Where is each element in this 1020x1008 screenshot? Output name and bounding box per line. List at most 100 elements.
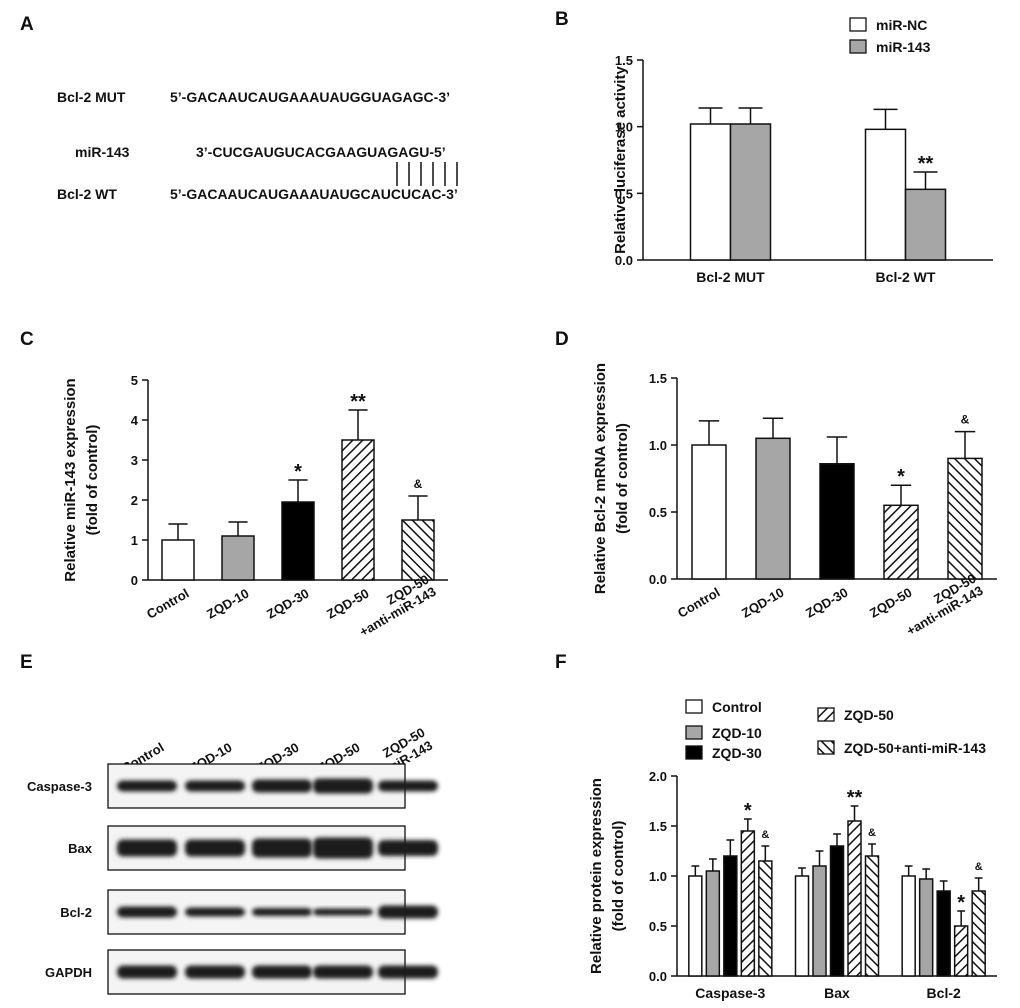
- error-bar: [288, 479, 308, 502]
- y-tick-label: 0.5: [649, 919, 667, 934]
- bar: [901, 875, 916, 977]
- significance-mark: *: [294, 461, 302, 483]
- error-bar: [168, 523, 188, 540]
- y-tick-label: 1.0: [649, 438, 667, 453]
- error-bar: [761, 845, 770, 861]
- bar: [755, 437, 791, 580]
- error-bar: [826, 436, 848, 464]
- significance-mark: &: [868, 827, 876, 839]
- sequence: 5’-GACAAUCAUGAAAUAUGCAUCUCAC-3’: [170, 186, 458, 202]
- legend-swatch: [685, 699, 703, 714]
- y-tick-label: 0.0: [615, 253, 633, 268]
- y-axis-label: Relative luciferase activity: [612, 66, 629, 254]
- blot-band: [378, 965, 438, 979]
- blot-band: [185, 907, 245, 917]
- protein-label: Caspase-3: [27, 779, 92, 794]
- x-tick-label: ZQD-10: [204, 586, 252, 622]
- error-bar: [408, 495, 428, 520]
- panel-label: E: [20, 652, 33, 673]
- panel-label: C: [20, 329, 34, 350]
- bar: [794, 875, 810, 977]
- bar: [812, 865, 827, 977]
- x-tick-label: ZQD-30: [264, 586, 312, 622]
- bar: [953, 925, 969, 977]
- blot-band: [378, 780, 438, 792]
- blot-band: [378, 905, 438, 919]
- legend-swatch: [685, 725, 703, 740]
- bar: [341, 439, 375, 581]
- significance-mark: *: [957, 892, 965, 914]
- error-bar: [974, 877, 983, 891]
- x-tick-label: ZQD-30: [803, 585, 851, 621]
- significance-mark: &: [975, 861, 983, 873]
- y-tick-label: 1.5: [615, 53, 633, 68]
- bar: [723, 855, 738, 977]
- error-bar: [815, 850, 824, 866]
- sequence: 3’-CUCGAUGUCACGAAGUAGAGU-5’: [196, 144, 446, 160]
- x-tick-label-line: ZQD-50: [867, 585, 915, 621]
- bar: [740, 830, 756, 977]
- x-tick-label: ZQD-50: [867, 585, 915, 621]
- y-tick-label: 3: [131, 453, 138, 468]
- y-tick-label: 1.5: [649, 371, 667, 386]
- sequence: 5’-GACAAUCAUGAAAUAUGGUAGAGC-3’: [170, 89, 450, 105]
- x-tick-label: ZQD-10: [739, 585, 787, 621]
- match-lines: [396, 162, 458, 186]
- error-bar: [890, 484, 912, 506]
- x-tick-label: Bax: [824, 985, 850, 1001]
- legend-label: Control: [712, 699, 762, 715]
- error-bar: [738, 107, 763, 124]
- bar: [971, 890, 986, 977]
- bar: [829, 845, 845, 977]
- y-axis-label: Relative Bcl-2 mRNA expression: [592, 363, 609, 594]
- y-tick-label: 0: [131, 573, 138, 588]
- panel-label: B: [555, 9, 569, 30]
- bar: [918, 878, 934, 977]
- x-tick-label-line: Control: [675, 585, 723, 621]
- x-tick-label: ZQD-50+anti-miR-143: [350, 572, 439, 640]
- sequence-label: Bcl-2 WT: [57, 186, 117, 202]
- blot-band: [313, 837, 373, 859]
- blot-band: [117, 965, 177, 979]
- x-tick-label: Bcl-2 MUT: [696, 269, 765, 285]
- bar: [904, 188, 947, 261]
- error-bar: [726, 839, 735, 856]
- legend-label: ZQD-50: [844, 707, 894, 723]
- y-axis-label: Relative protein expression: [588, 778, 605, 974]
- legend-label: miR-143: [876, 39, 931, 55]
- significance-mark: &: [761, 829, 769, 841]
- error-bar: [708, 858, 717, 871]
- significance-mark: &: [414, 477, 423, 491]
- error-bar: [904, 865, 913, 876]
- bar: [689, 123, 732, 261]
- blot-band: [185, 839, 245, 857]
- x-tick-label-line: ZQD-10: [739, 585, 787, 621]
- x-tick-label: ZQD-50+anti-miR-143: [897, 571, 986, 639]
- blot-band: [313, 965, 373, 979]
- bar: [401, 519, 435, 581]
- y-tick-label: 0.5: [649, 505, 667, 520]
- y-axis-label: (fold of control): [614, 423, 631, 534]
- legend-swatch: [849, 17, 867, 32]
- bar: [864, 855, 880, 977]
- bar: [883, 504, 919, 580]
- y-axis-label: (fold of control): [610, 821, 627, 932]
- significance-mark: **: [350, 391, 366, 413]
- y-tick-label: 0.5: [615, 186, 633, 201]
- bar: [936, 890, 951, 977]
- blot-band: [117, 906, 177, 918]
- significance-mark: *: [897, 466, 905, 488]
- legend-label: ZQD-50+anti-miR-143: [844, 740, 986, 756]
- y-tick-label: 0.0: [649, 572, 667, 587]
- blot-band: [378, 840, 438, 856]
- error-bar: [698, 420, 720, 445]
- legend-label: miR-NC: [876, 17, 927, 33]
- blot-band: [185, 780, 245, 792]
- blot-band: [117, 780, 177, 792]
- bar: [819, 463, 855, 580]
- y-axis-label: Relative miR-143 expression: [62, 378, 79, 581]
- significance-mark: &: [961, 413, 970, 427]
- legend-swatch: [817, 707, 835, 722]
- blot-band: [252, 779, 312, 793]
